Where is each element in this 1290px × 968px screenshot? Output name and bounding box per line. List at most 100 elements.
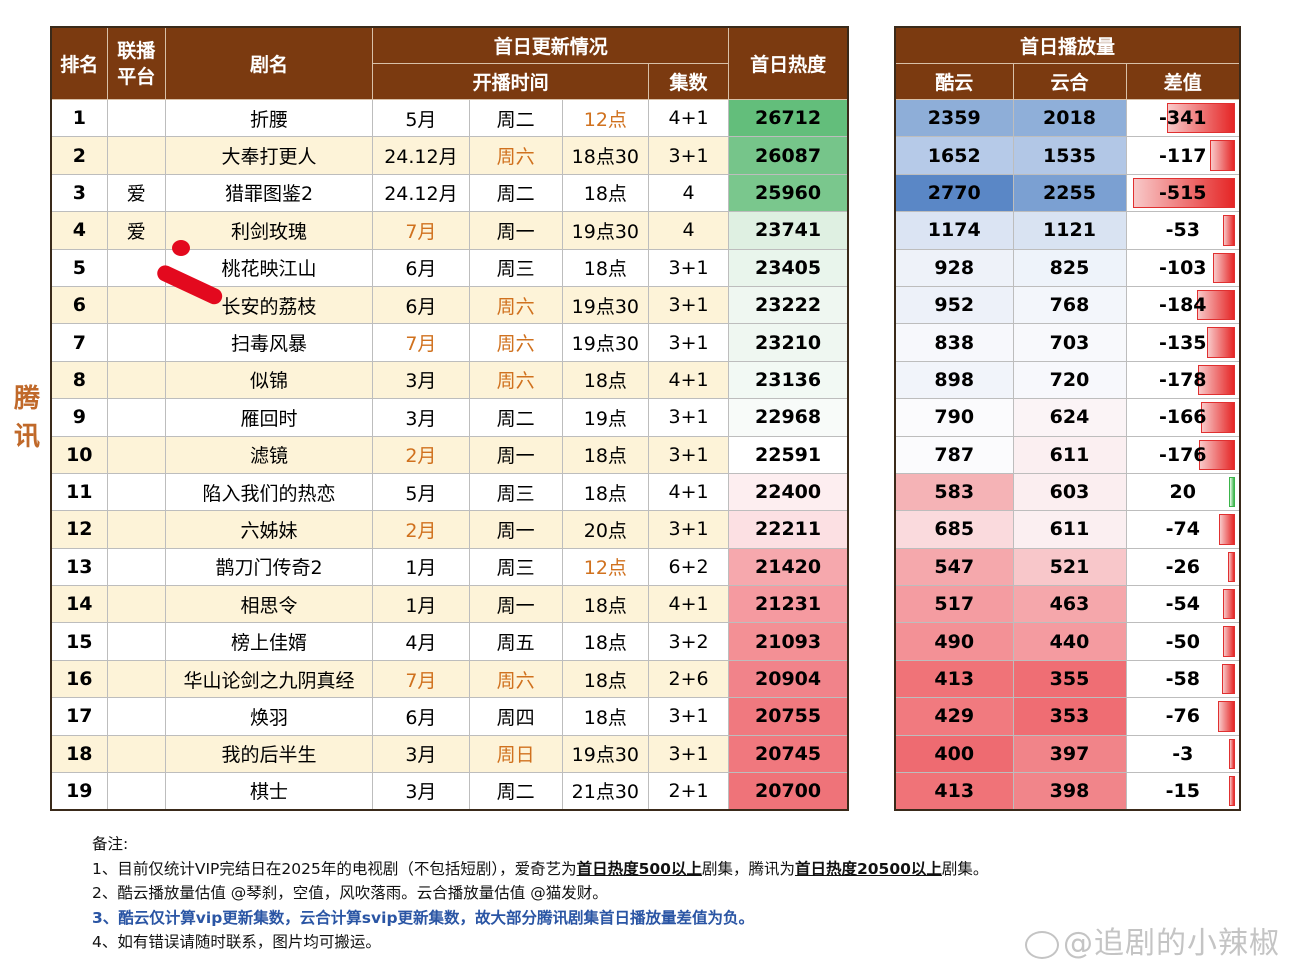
table-row: 3 爱猎罪图鉴2 24.12月 周二 18点 4 25960 (50, 173, 849, 213)
yunhe-header: 云合 (1012, 63, 1127, 100)
diff-value: -74 (1165, 518, 1200, 541)
diff-value: -53 (1165, 219, 1200, 242)
start-hour-cell: 19点30 (561, 211, 649, 250)
platform-cell (106, 510, 166, 549)
heat-cell: 20745 (728, 734, 849, 774)
start-weekday-cell: 周二 (468, 98, 563, 138)
start-weekday-cell: 周六 (468, 136, 563, 175)
table-row: 547 521 -26 (894, 547, 1241, 587)
diff-cell: -176 (1125, 435, 1241, 474)
table-row: 838 703 -135 (894, 323, 1241, 362)
diff-cell: -184 (1125, 285, 1241, 325)
yunhe-cell: 603 (1012, 472, 1127, 512)
drama-name-cell: 折腰 (164, 98, 374, 138)
heat-header: 首日热度 (728, 26, 849, 100)
platform-cell (106, 435, 166, 474)
weibo-logo-icon (1025, 930, 1059, 959)
episodes-cell: 4+1 (647, 585, 730, 624)
note-line-1: 1、目前仅统计VIP完结日在2025年的电视剧（不包括短剧），爱奇艺为首日热度5… (92, 857, 988, 882)
kuyun-cell: 2359 (894, 98, 1014, 138)
diff-bar (1228, 551, 1236, 583)
table-row: 583 603 20 (894, 472, 1241, 512)
start-hour-cell: 18点 (561, 435, 649, 474)
diff-value: -15 (1165, 779, 1200, 802)
kuyun-header: 酷云 (894, 63, 1014, 100)
start-hour-cell: 19点30 (561, 734, 649, 774)
diff-cell: -117 (1125, 136, 1241, 175)
diff-cell: 20 (1125, 472, 1241, 512)
diff-value: -54 (1165, 593, 1200, 616)
start-hour-cell: 18点 (561, 697, 649, 736)
kuyun-cell: 429 (894, 697, 1014, 736)
heat-cell: 25960 (728, 173, 849, 213)
diff-bar (1223, 589, 1236, 620)
diff-bar (1213, 252, 1236, 283)
table-row: 429 353 -76 (894, 697, 1241, 736)
episodes-cell: 3+2 (647, 622, 730, 661)
start-month-cell: 2月 (372, 435, 470, 474)
table-row: 16 华山论剑之九阴真经 7月 周六 18点 2+6 20904 (50, 659, 849, 699)
diff-cell: -26 (1125, 547, 1241, 587)
start-weekday-cell: 周三 (468, 472, 563, 512)
diff-cell: -58 (1125, 659, 1241, 699)
start-month-cell: 1月 (372, 547, 470, 587)
heat-cell: 23136 (728, 360, 849, 400)
table-row: 413 398 -15 (894, 772, 1241, 811)
heat-cell: 23405 (728, 248, 849, 287)
start-month-cell: 2月 (372, 510, 470, 549)
table-row: 4 爱利剑玫瑰 7月 周一 19点30 4 23741 (50, 211, 849, 250)
heat-cell: 23741 (728, 211, 849, 250)
heat-cell: 22211 (728, 510, 849, 549)
diff-bar (1199, 439, 1236, 470)
heat-cell: 26087 (728, 136, 849, 175)
episodes-cell: 2+1 (647, 772, 730, 811)
platform-cell (106, 136, 166, 175)
kuyun-cell: 1174 (894, 211, 1014, 250)
diff-bar (1229, 776, 1236, 806)
start-month-cell: 24.12月 (372, 173, 470, 213)
table-row: 17 焕羽 6月 周四 18点 3+1 20755 (50, 697, 849, 736)
diff-value: -515 (1158, 181, 1207, 204)
start-weekday-cell: 周五 (468, 622, 563, 661)
platform-cell (106, 547, 166, 587)
rank-cell: 15 (50, 622, 108, 661)
start-hour-cell: 18点 (561, 248, 649, 287)
start-weekday-cell: 周二 (468, 772, 563, 811)
table-row: 15 榜上佳婿 4月 周五 18点 3+2 21093 (50, 622, 849, 661)
yunhe-cell: 355 (1012, 659, 1127, 699)
drama-name-cell: 扫毒风暴 (164, 323, 374, 362)
heat-cell: 22968 (728, 398, 849, 437)
start-month-cell: 24.12月 (372, 136, 470, 175)
start-month-cell: 5月 (372, 472, 470, 512)
rank-cell: 2 (50, 136, 108, 175)
playcount-table: 首日播放量 酷云 云合 差值 2359 2018 -341 1652 1535 -117 2… (894, 26, 1242, 811)
start-month-cell: 7月 (372, 323, 470, 362)
diff-value: 20 (1169, 481, 1196, 504)
kuyun-cell: 490 (894, 622, 1014, 661)
drama-name-cell: 似锦 (164, 360, 374, 400)
yunhe-cell: 1121 (1012, 211, 1127, 250)
diff-bar (1223, 626, 1236, 657)
diff-cell: -50 (1125, 622, 1241, 661)
start-hour-cell: 18点 (561, 472, 649, 512)
diff-bar (1223, 215, 1236, 246)
yunhe-cell: 2018 (1012, 98, 1127, 138)
start-month-cell: 6月 (372, 697, 470, 736)
start-hour-cell: 20点 (561, 510, 649, 549)
heat-cell: 26712 (728, 98, 849, 138)
note-1-text-b: 剧集，腾讯为 (701, 859, 795, 878)
table-row: 413 355 -58 (894, 659, 1241, 699)
table-row: 517 463 -54 (894, 585, 1241, 624)
drama-name-cell: 六姊妹 (164, 510, 374, 549)
start-weekday-cell: 周二 (468, 398, 563, 437)
note-1-text-c: 剧集。 (941, 859, 989, 878)
start-hour-cell: 12点 (561, 98, 649, 138)
table-row: 2 大奉打更人 24.12月 周六 18点30 3+1 26087 (50, 136, 849, 175)
yunhe-cell: 440 (1012, 622, 1127, 661)
yunhe-cell: 720 (1012, 360, 1127, 400)
start-month-cell: 5月 (372, 98, 470, 138)
start-hour-cell: 19点 (561, 398, 649, 437)
rank-cell: 11 (50, 472, 108, 512)
drama-name-cell: 我的后半生 (164, 734, 374, 774)
kuyun-cell: 838 (894, 323, 1014, 362)
